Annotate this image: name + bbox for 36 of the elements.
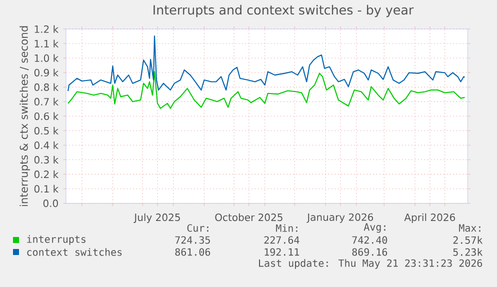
x-tick-label: October 2025 (215, 213, 282, 222)
x-tick-label: April 2026 (404, 213, 456, 224)
text: Cur: (187, 224, 208, 232)
y-tick-label: 0.9 k (34, 68, 59, 76)
text: Avg: (364, 223, 386, 233)
text: 227.64 (264, 236, 300, 244)
text: 869.16 (352, 248, 388, 256)
line-series (67, 35, 466, 92)
y-tick-label: 1.2 k (34, 25, 59, 33)
line-series (67, 71, 466, 109)
y-tick-label: 0.4 k (34, 141, 59, 150)
text: 192.11 (264, 248, 300, 256)
legend-label: interrupts (27, 235, 86, 245)
text: 724.35 (175, 236, 210, 244)
y-tick-label: 0.1 k (34, 184, 59, 193)
y-axis-title: interrupts & ctx switches / second (20, 26, 30, 206)
chart-title: Interrupts and context switches - by year (154, 4, 414, 18)
text: 861.06 (175, 248, 210, 256)
text: Min: (276, 224, 298, 232)
y-tick-label: 1.1 k (34, 40, 59, 48)
x-tick-label: January 2026 (306, 213, 374, 223)
text: 5.23k (453, 248, 483, 256)
legend-label: context switches (27, 248, 122, 256)
y-tick-label: 0.5 k (34, 126, 59, 135)
y-tick-label: 0.8 k (34, 83, 59, 91)
text: Last update: Thu May 21 23:31:23 2026 (259, 259, 482, 269)
text: 2.57k (453, 236, 483, 244)
y-tick-label: 0.0 (43, 200, 58, 208)
text: Max: (459, 224, 480, 232)
y-tick-label: 0.7 k (34, 98, 59, 106)
x-tick-label: July 2025 (134, 213, 180, 224)
y-tick-label: 1.0 k (34, 54, 59, 62)
y-tick-label: 0.2 k (34, 170, 59, 178)
text: 742.40 (352, 236, 388, 244)
y-tick-label: 0.3 k (34, 156, 59, 164)
y-tick-label: 0.6 k (34, 112, 59, 120)
